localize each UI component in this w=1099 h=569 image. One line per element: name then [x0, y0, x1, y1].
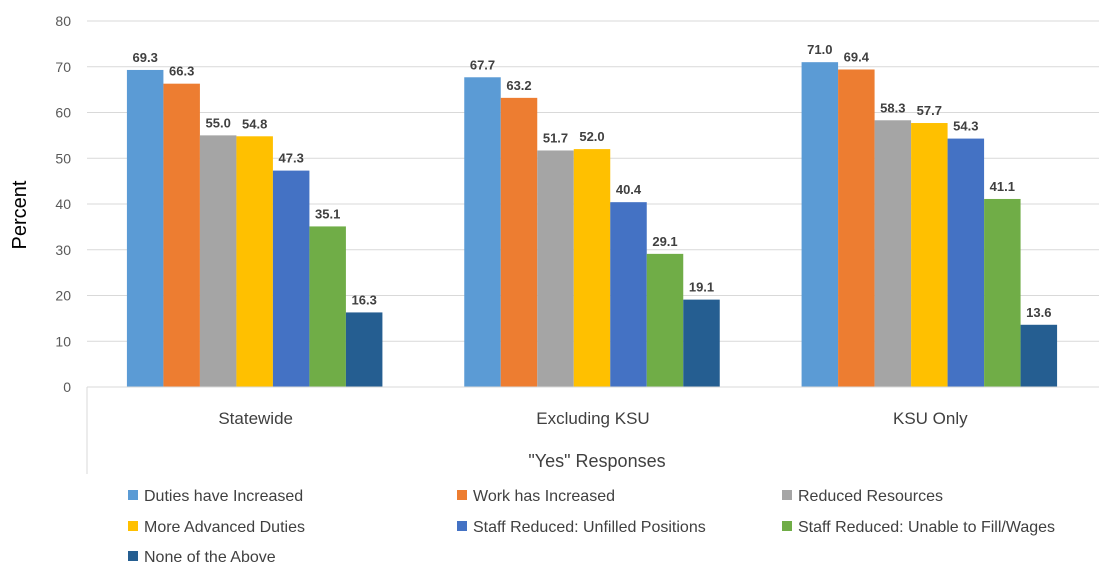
bar: [838, 69, 875, 388]
legend-label: Staff Reduced: Unfilled Positions: [473, 519, 706, 536]
data-label: 55.0: [206, 115, 231, 130]
bar: [236, 136, 273, 387]
data-label: 35.1: [315, 206, 340, 221]
bar: [911, 123, 948, 388]
data-label: 19.1: [689, 280, 714, 295]
y-tick-label: 30: [55, 242, 71, 258]
bar: [199, 135, 237, 387]
category-label: Statewide: [218, 409, 293, 428]
data-label: 54.3: [953, 119, 978, 134]
legend-label: None of the Above: [144, 549, 276, 566]
legend-label: Reduced Resources: [798, 488, 943, 505]
y-tick-label: 60: [55, 105, 71, 121]
data-label: 52.0: [579, 129, 604, 144]
y-tick-label: 10: [55, 333, 71, 349]
legend-label: Duties have Increased: [144, 488, 303, 505]
legend-swatch: [782, 490, 792, 500]
data-label: 69.4: [844, 49, 870, 64]
bar: [1020, 324, 1058, 387]
bar: [272, 170, 310, 387]
y-tick-label: 80: [55, 13, 71, 29]
y-tick-label: 70: [55, 59, 71, 75]
x-axis-title: "Yes" Responses: [528, 451, 665, 471]
category-labels: Statewide Excluding KSU KSU Only: [218, 409, 968, 428]
legend-swatch: [128, 490, 138, 500]
y-axis-title: Percent: [9, 180, 31, 249]
bar: [646, 253, 684, 387]
data-label: 58.3: [880, 100, 905, 115]
category-label: KSU Only: [893, 409, 968, 428]
data-label: 51.7: [543, 130, 568, 145]
bar: [610, 202, 647, 387]
legend-label: Staff Reduced: Unable to Fill/Wages: [798, 519, 1055, 536]
bar: [683, 299, 720, 387]
bar: [984, 198, 1021, 387]
data-label: 57.7: [917, 103, 942, 118]
data-label: 40.4: [616, 182, 642, 197]
bar: [801, 62, 839, 388]
y-axis-ticks: 0 10 20 30 40 50 60 70 80: [55, 13, 71, 395]
bar: [163, 83, 200, 388]
data-label: 54.8: [242, 116, 267, 131]
bar: [874, 120, 912, 387]
bar: [464, 77, 501, 388]
data-label: 29.1: [652, 234, 677, 249]
bar: [947, 138, 985, 387]
bar: [126, 69, 164, 387]
y-tick-label: 20: [55, 288, 71, 304]
legend-swatch: [782, 521, 792, 531]
legend-label: Work has Increased: [473, 488, 615, 505]
data-label: 47.3: [279, 151, 304, 166]
data-label: 63.2: [506, 78, 531, 93]
data-label: 41.1: [990, 179, 1015, 194]
bar: [573, 149, 611, 387]
legend-swatch: [128, 551, 138, 561]
y-tick-label: 50: [55, 150, 71, 166]
bars: [126, 62, 1058, 388]
data-label: 69.3: [133, 50, 158, 65]
data-label: 13.6: [1026, 305, 1051, 320]
data-label: 67.7: [470, 57, 495, 72]
bar: [500, 97, 538, 388]
y-tick-label: 40: [55, 196, 71, 212]
bar: [345, 312, 383, 387]
legend: Duties have Increased Work has Increased R…: [128, 488, 1055, 566]
bar: [537, 150, 574, 387]
legend-label: More Advanced Duties: [144, 519, 305, 536]
data-labels: 69.3 66.3 55.0 54.8 47.3 35.1 16.3 67.7 63.2 51.7…: [133, 42, 1052, 320]
bar: [309, 226, 346, 387]
data-label: 16.3: [352, 292, 377, 307]
legend-swatch: [128, 521, 138, 531]
legend-swatch: [457, 521, 467, 531]
category-label: Excluding KSU: [536, 409, 649, 428]
data-label: 66.3: [169, 64, 194, 79]
data-label: 71.0: [807, 42, 832, 57]
y-tick-label: 0: [63, 379, 71, 395]
legend-swatch: [457, 490, 467, 500]
